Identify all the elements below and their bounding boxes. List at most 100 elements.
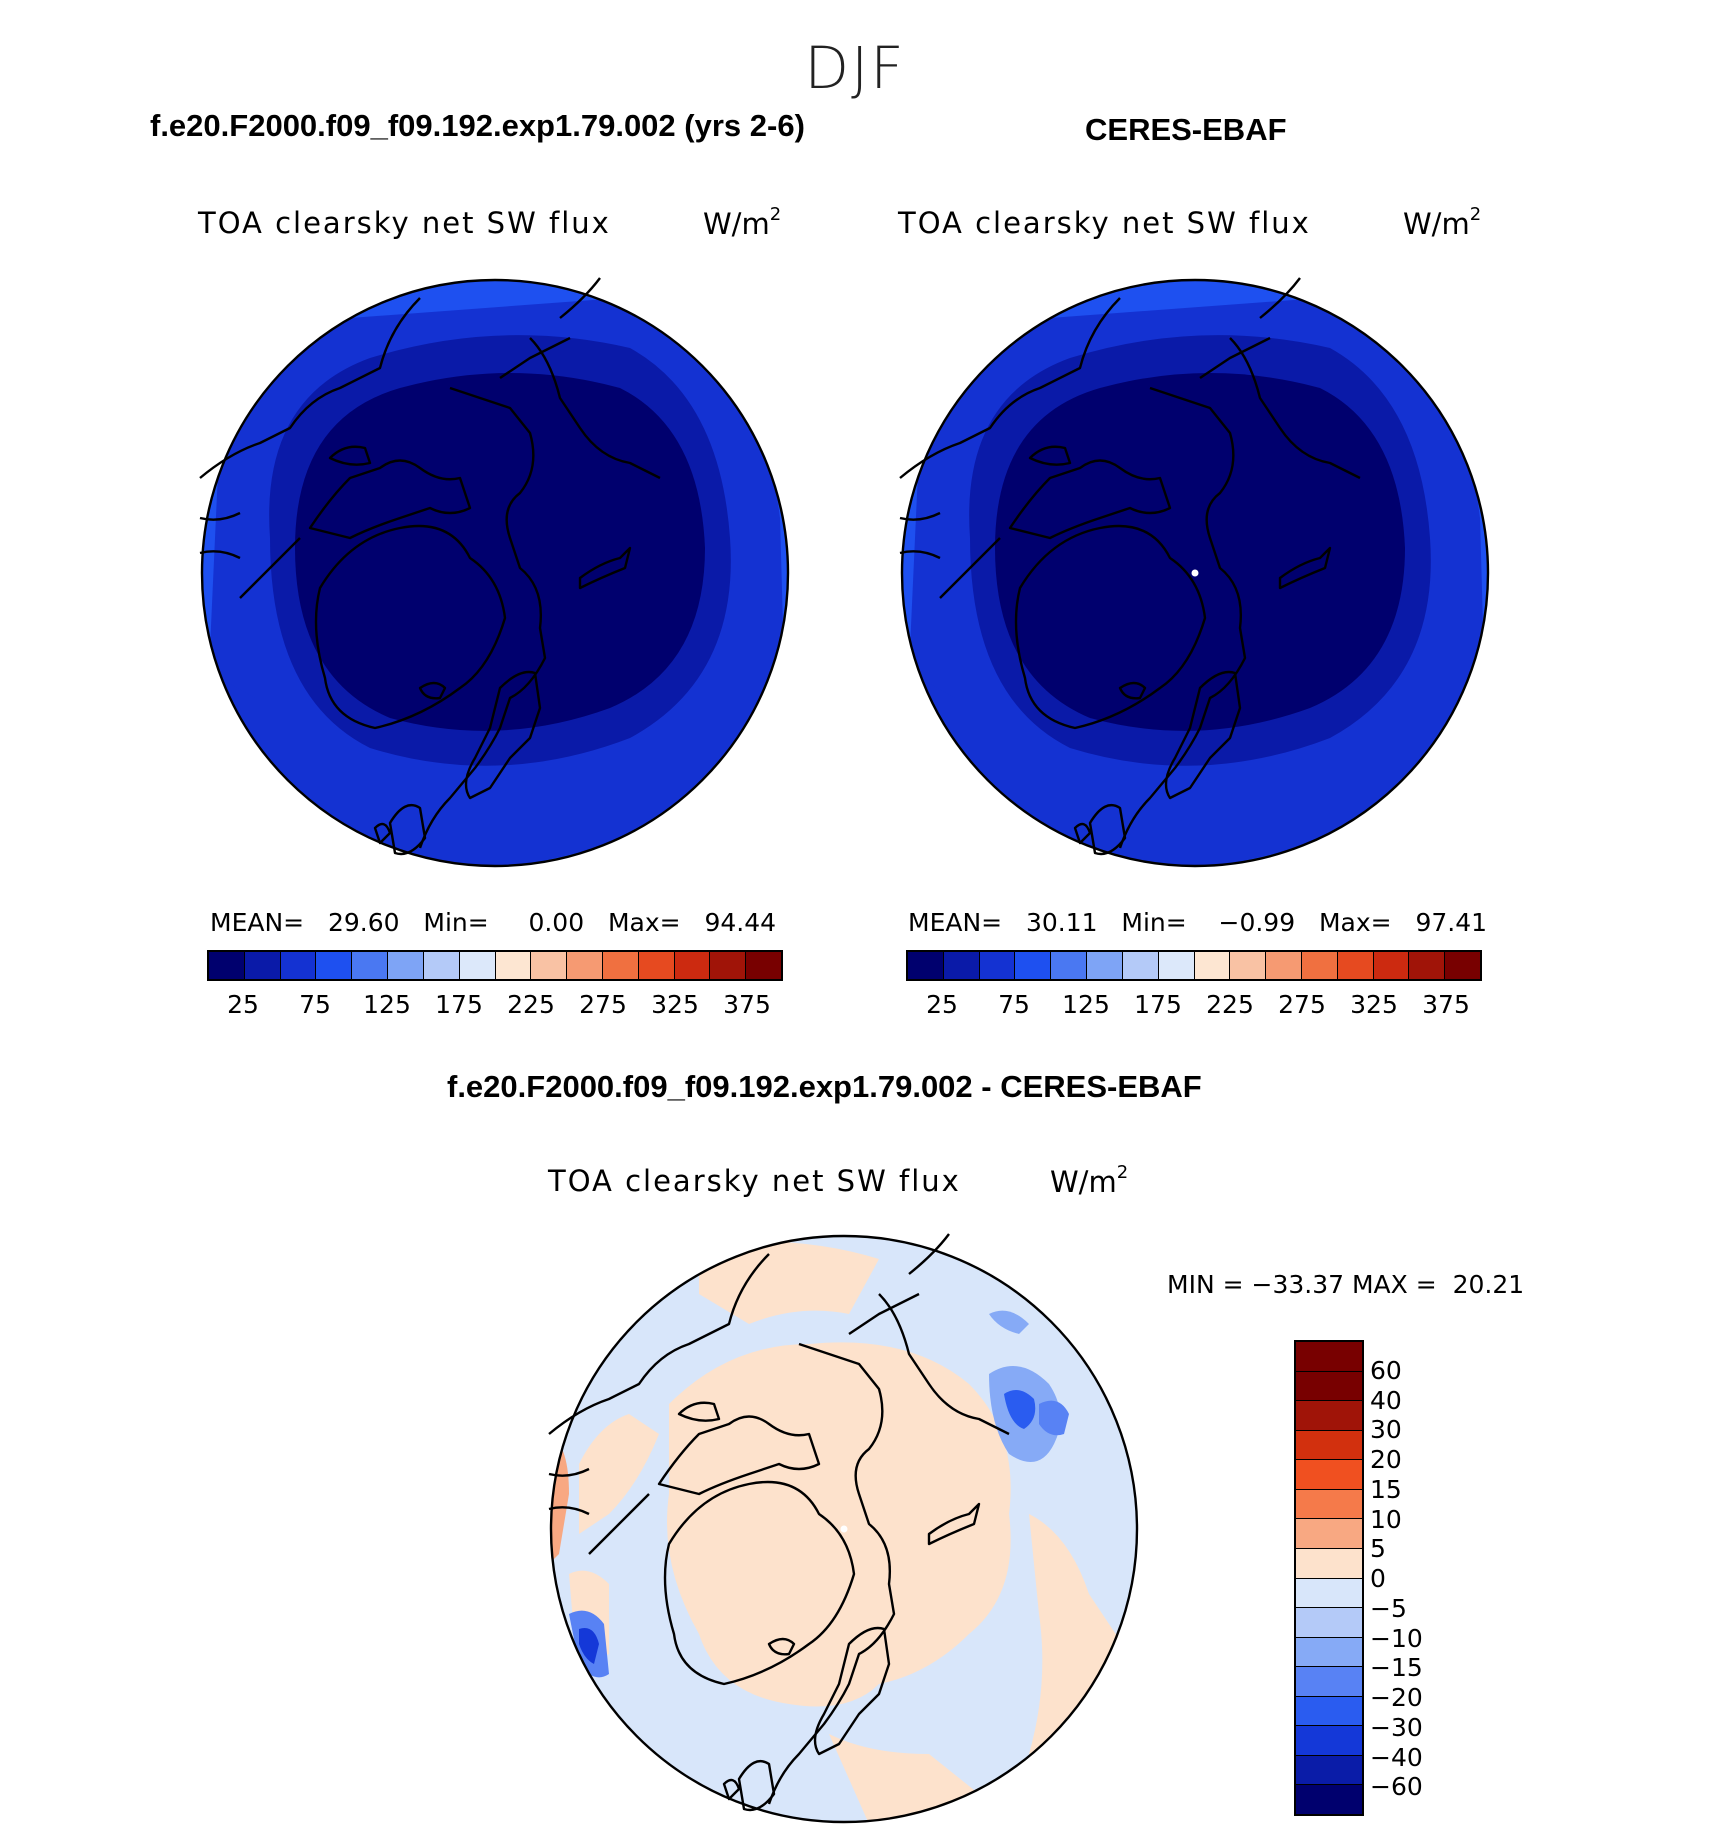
diff-stats: MIN = −33.37 MAX = 20.21 (1167, 1270, 1525, 1299)
model-unit-label: W/m2 (703, 204, 782, 241)
model-colorbar-tick-label: 75 (299, 990, 331, 1019)
diff-unit-label: W/m2 (1050, 1162, 1129, 1199)
obs-colorbar-tick-label: 25 (926, 990, 958, 1019)
greenland-coast (314, 524, 507, 730)
obs-colorbar-tick-label: 275 (1278, 990, 1326, 1019)
model-colorbar-swatch (352, 952, 389, 979)
pole-missing-data-dot (1191, 569, 1199, 577)
scandinavia-coast (464, 670, 542, 800)
eurasia-coast (418, 277, 661, 849)
diff-colorbar-ticks: 60 40 30 20 15 10 5 0 −5 −10 −15 −20 −30 −40 −60 (1370, 1340, 1450, 1812)
diff-colorbar-tick-label: 40 (1370, 1385, 1402, 1415)
diff-colorbar-swatch (1296, 1637, 1362, 1668)
model-colorbar-tick-label: 175 (435, 990, 483, 1019)
model-case-title: f.e20.F2000.f09_f09.192.exp1.79.002 (yrs… (150, 108, 805, 143)
obs-colorbar-swatch (1051, 952, 1088, 979)
diff-colorbar-tick-label: 60 (1370, 1355, 1402, 1385)
obs-colorbar-tick-label: 125 (1062, 990, 1110, 1019)
novaya-zemlya-coast (1278, 546, 1332, 590)
obs-colorbar-swatch (1087, 952, 1123, 979)
obs-case-title: CERES-EBAF (1085, 112, 1287, 147)
obs-colorbar-tick-label: 325 (1350, 990, 1398, 1019)
model-colorbar-swatch (388, 952, 424, 979)
model-colorbar-swatch (531, 952, 568, 979)
pole-missing-data-dot (840, 1525, 848, 1533)
model-colorbar-tick-label: 25 (227, 990, 259, 1019)
diff-colorbar-tick-label: 30 (1370, 1415, 1402, 1445)
obs-colorbar (906, 950, 1482, 981)
model-polar-map (199, 277, 790, 868)
diff-colorbar-swatch (1296, 1667, 1362, 1697)
diff-colorbar-swatch (1296, 1430, 1362, 1461)
model-colorbar-swatch (674, 952, 711, 979)
model-colorbar-swatch (459, 952, 496, 979)
diff-polar-map (548, 1233, 1139, 1824)
novaya-zemlya-coast (927, 1502, 981, 1546)
diff-colorbar-swatch (1296, 1726, 1362, 1756)
obs-colorbar-swatch (1158, 952, 1195, 979)
north-america-coast (199, 297, 421, 599)
obs-colorbar-tick-label: 225 (1206, 990, 1254, 1019)
diff-colorbar-swatch (1296, 1401, 1362, 1431)
canadian-archipelago-coast (657, 1401, 821, 1496)
diff-colorbar-swatch (1296, 1755, 1362, 1786)
north-america-coast (548, 1253, 770, 1555)
model-colorbar (207, 950, 783, 981)
diff-plot-title: TOA clearsky net SW flux (548, 1164, 961, 1198)
diff-colorbar-tick-label: 10 (1370, 1504, 1402, 1534)
diff-case-title: f.e20.F2000.f09_f09.192.exp1.79.002 - CE… (447, 1069, 1202, 1104)
diff-colorbar-tick-label: −20 (1370, 1683, 1423, 1712)
british-isles-coast (1073, 803, 1127, 856)
obs-colorbar-ticks: 25 75 125 175 225 275 325 375 (906, 990, 1478, 1020)
eurasia-coast (1118, 277, 1361, 849)
diff-colorbar-tick-label: −40 (1370, 1742, 1423, 1772)
obs-colorbar-swatch (979, 952, 1016, 979)
obs-colorbar-swatch (1122, 952, 1159, 979)
british-isles-coast (373, 803, 427, 856)
obs-colorbar-swatch (1301, 952, 1338, 979)
diff-colorbar-tick-label: 0 (1370, 1564, 1386, 1593)
diff-colorbar-tick-label: −60 (1370, 1772, 1423, 1802)
canadian-archipelago-coast (1008, 445, 1172, 540)
greenland-coast (663, 1480, 856, 1686)
north-america-coast (899, 297, 1121, 599)
season-title: DJF (804, 34, 906, 102)
scandinavia-coast (1164, 670, 1242, 800)
iceland-coast (767, 1637, 796, 1656)
model-colorbar-swatch (495, 952, 532, 979)
obs-colorbar-swatch (1194, 952, 1231, 979)
diff-colorbar-swatch (1296, 1519, 1362, 1549)
obs-colorbar-swatch (1445, 952, 1480, 979)
model-colorbar-tick-label: 325 (651, 990, 699, 1019)
diff-colorbar (1294, 1340, 1364, 1816)
model-colorbar-ticks: 25 75 125 175 225 275 325 375 (207, 990, 779, 1020)
model-colorbar-swatch (316, 952, 353, 979)
obs-colorbar-swatch (1373, 952, 1410, 979)
diff-colorbar-swatch (1296, 1785, 1362, 1814)
obs-colorbar-swatch (1337, 952, 1374, 979)
diff-colorbar-swatch (1296, 1548, 1362, 1579)
diff-colorbar-swatch (1296, 1371, 1362, 1402)
diff-colorbar-swatch (1296, 1489, 1362, 1520)
model-stats: MEAN= 29.60 Min= 0.00 Max= 94.44 (210, 908, 777, 937)
canadian-archipelago-coast (308, 445, 472, 540)
obs-colorbar-swatch (908, 952, 944, 979)
model-colorbar-swatch (209, 952, 245, 979)
diff-colorbar-swatch (1296, 1578, 1362, 1609)
diff-colorbar-tick-label: −5 (1370, 1593, 1407, 1623)
novaya-zemlya-coast (578, 546, 632, 590)
diff-colorbar-tick-label: −10 (1370, 1623, 1423, 1653)
obs-colorbar-tick-label: 375 (1422, 990, 1470, 1019)
iceland-coast (1118, 681, 1147, 700)
british-isles-coast (722, 1759, 776, 1812)
model-colorbar-swatch (602, 952, 639, 979)
diff-colorbar-swatch (1296, 1608, 1362, 1638)
diff-colorbar-swatch (1296, 1342, 1362, 1372)
model-colorbar-swatch (280, 952, 317, 979)
scandinavia-coast (813, 1626, 891, 1756)
greenland-coast (1014, 524, 1207, 730)
obs-polar-map (899, 277, 1490, 868)
model-colorbar-tick-label: 375 (723, 990, 771, 1019)
diff-colorbar-tick-label: 5 (1370, 1534, 1386, 1564)
obs-colorbar-swatch (1409, 952, 1446, 979)
